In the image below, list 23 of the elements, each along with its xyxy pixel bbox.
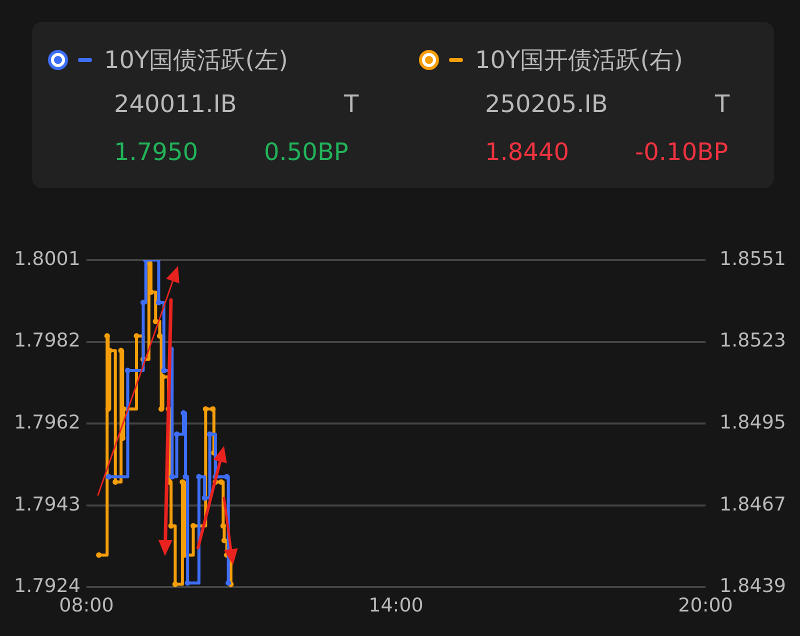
text: 1.7950 — [114, 138, 198, 166]
y2-tick-label: 1.8439 — [720, 575, 786, 598]
y2-tick-label: 1.8467 — [720, 493, 786, 516]
y-tick-label: 1.8001 — [14, 248, 80, 270]
text: T — [344, 90, 359, 118]
y2-tick-label: 1.8495 — [720, 412, 786, 434]
text: 0.50BP — [264, 138, 348, 166]
legend-label: 10Y国债活跃(左) — [104, 45, 288, 76]
y-tick-label: 1.7924 — [14, 575, 80, 598]
y-tick-label: 1.7962 — [14, 412, 80, 434]
y-tick-label: 1.7982 — [14, 330, 80, 352]
y2-tick-label: 1.8551 — [720, 248, 786, 270]
y2-tick-label: 1.8523 — [720, 330, 786, 352]
text: 1.8440 — [485, 138, 569, 166]
text: 240011.IB — [114, 90, 237, 118]
x-tick-label: 20:00 — [678, 594, 733, 617]
y-tick-label: 1.7943 — [14, 493, 80, 516]
x-tick-label: 08:00 — [59, 594, 114, 617]
text: T — [715, 90, 730, 118]
legend-label: 10Y国开债活跃(右) — [475, 45, 683, 76]
text: 250205.IB — [485, 90, 608, 118]
x-tick-label: 14:00 — [368, 594, 424, 617]
text: -0.10BP — [635, 138, 728, 166]
